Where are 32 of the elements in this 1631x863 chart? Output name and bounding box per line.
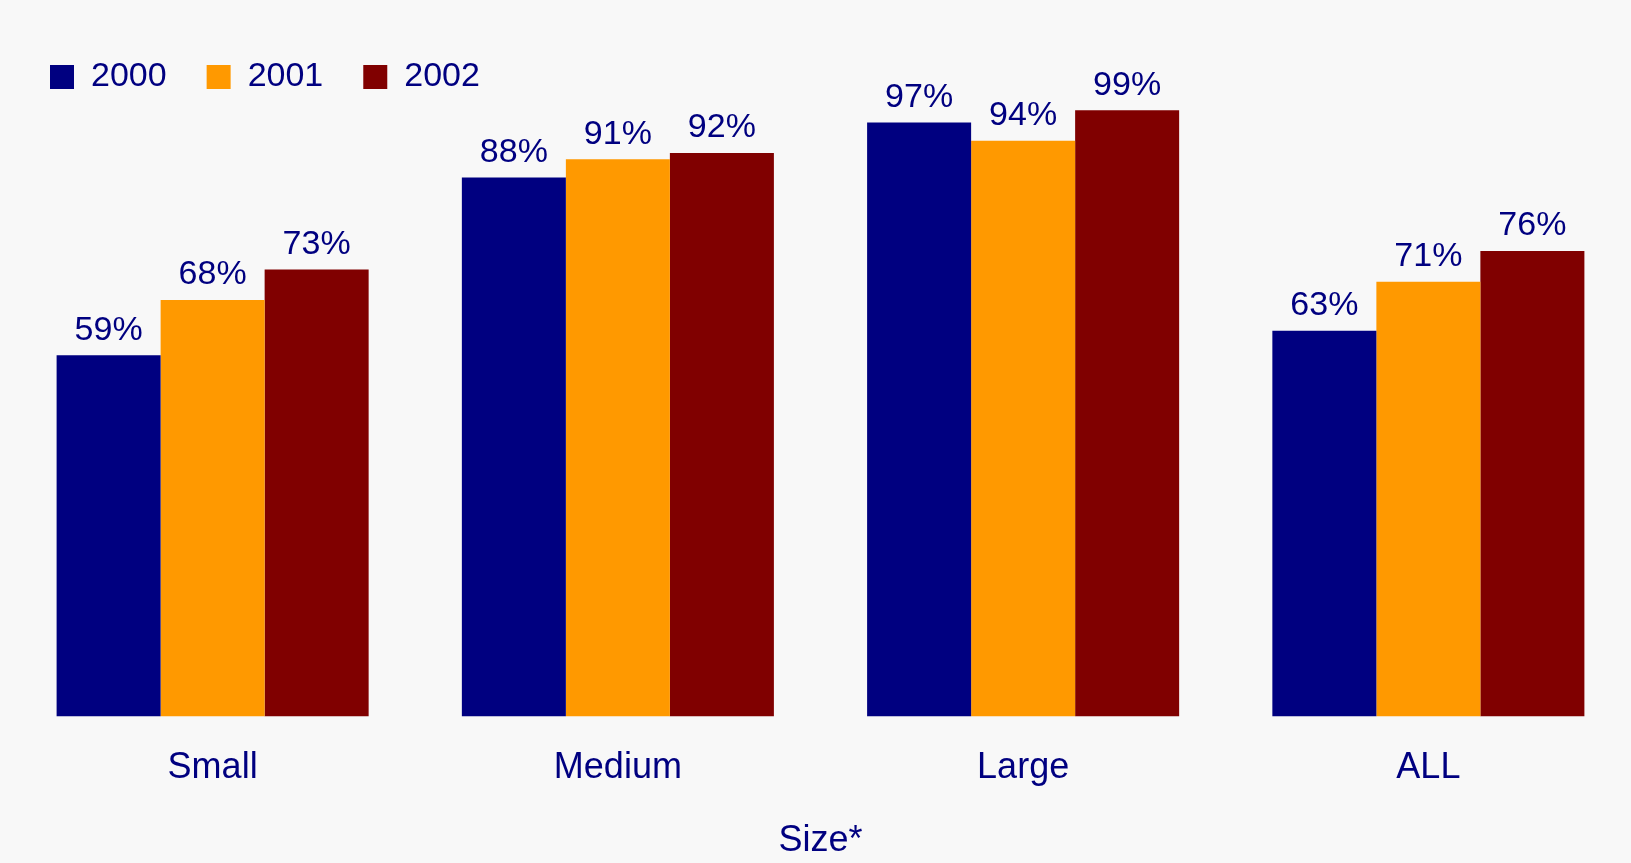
bar xyxy=(461,177,566,717)
x-tick-label: Medium xyxy=(553,745,682,787)
bar xyxy=(971,140,1076,717)
data-label: 59% xyxy=(74,308,143,347)
data-label: 92% xyxy=(687,106,756,145)
bar xyxy=(56,355,161,717)
data-label: 76% xyxy=(1498,204,1567,243)
data-label: 91% xyxy=(583,112,652,151)
data-label: 88% xyxy=(479,130,548,169)
data-label: 68% xyxy=(178,253,247,292)
x-axis-title: Size* xyxy=(778,818,863,860)
bar xyxy=(565,159,670,717)
legend-label: 2001 xyxy=(247,55,324,94)
data-label: 71% xyxy=(1394,235,1463,274)
data-label: 94% xyxy=(989,94,1058,133)
legend-label: 2000 xyxy=(91,55,167,94)
bar xyxy=(160,300,265,717)
x-tick-label: ALL xyxy=(1396,745,1461,787)
data-label: 63% xyxy=(1290,284,1359,323)
legend-label: 2002 xyxy=(404,55,480,94)
data-label: 97% xyxy=(885,75,954,114)
bar xyxy=(1376,281,1481,717)
bar xyxy=(1075,110,1180,717)
bar xyxy=(264,269,369,717)
x-tick-label: Large xyxy=(977,745,1070,787)
bar xyxy=(1480,251,1585,717)
x-tick-label: Small xyxy=(167,745,258,787)
bar xyxy=(867,122,972,717)
data-label: 73% xyxy=(282,222,351,261)
bar xyxy=(669,153,774,717)
bar xyxy=(1272,330,1377,717)
data-label: 99% xyxy=(1093,63,1162,102)
